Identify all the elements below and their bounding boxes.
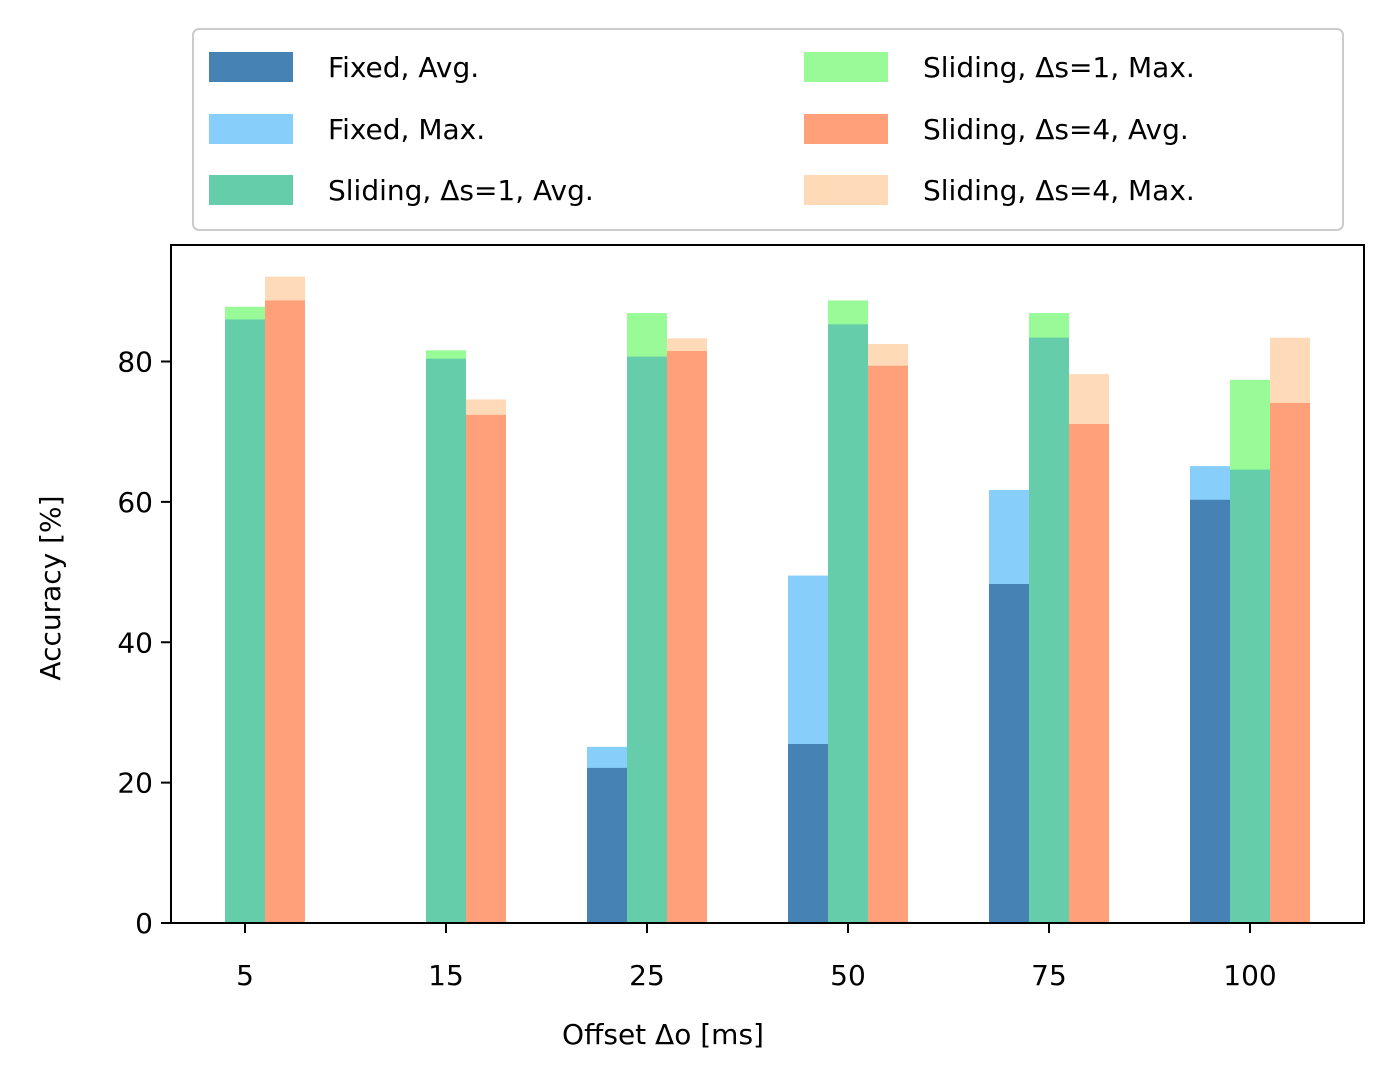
bar-avg	[868, 365, 908, 924]
bar-avg	[828, 324, 868, 923]
legend-label: Sliding, Δs=1, Max.	[923, 51, 1195, 84]
legend-swatch	[209, 175, 293, 205]
bar-avg	[1190, 499, 1230, 923]
x-tick-label: 15	[428, 959, 464, 992]
y-tick-label: 60	[117, 486, 153, 519]
bar-avg	[466, 414, 506, 923]
plot-area-frame	[170, 244, 1365, 924]
x-tick-label: 5	[236, 959, 254, 992]
y-tick-label: 40	[117, 626, 153, 659]
legend-label: Sliding, Δs=1, Avg.	[328, 174, 594, 207]
legend-swatch	[209, 52, 293, 82]
bar-avg	[1069, 423, 1109, 923]
y-axis: 0 20 40 60 80	[117, 346, 171, 940]
bar-avg	[627, 356, 667, 923]
legend-label: Sliding, Δs=4, Max.	[923, 174, 1195, 207]
bar-avg	[788, 744, 828, 923]
legend-label: Sliding, Δs=4, Avg.	[923, 113, 1189, 146]
bar-avg	[225, 319, 265, 923]
bar-avg	[1230, 469, 1270, 923]
legend: Fixed, Avg. Fixed, Max. Sliding, Δs=1, Avg…	[192, 28, 1344, 231]
y-tick-label: 0	[135, 907, 153, 940]
legend-label: Fixed, Avg.	[328, 51, 479, 84]
legend-swatch	[804, 114, 888, 144]
bar-avg	[426, 358, 466, 923]
y-axis-label: Accuracy [%]	[34, 495, 67, 680]
x-tick-label: 25	[629, 959, 665, 992]
bar-avg	[265, 300, 305, 923]
bar-avg	[667, 350, 707, 924]
legend-swatch	[209, 114, 293, 144]
legend-frame	[192, 28, 1344, 231]
legend-label: Fixed, Max.	[328, 113, 485, 146]
y-tick-label: 80	[117, 346, 153, 379]
bar-avg	[587, 767, 627, 923]
bar-avg	[1029, 337, 1069, 923]
legend-swatch	[804, 175, 888, 205]
bar-avg	[1270, 402, 1310, 923]
x-tick-label: 75	[1031, 959, 1067, 992]
legend-swatch	[804, 52, 888, 82]
y-tick-label: 20	[117, 767, 153, 800]
x-tick-label: 100	[1223, 959, 1276, 992]
x-axis-label: Offset Δo [ms]	[562, 1018, 764, 1051]
bars	[225, 276, 1310, 924]
bar-avg	[989, 584, 1029, 923]
x-tick-label: 50	[830, 959, 866, 992]
x-axis: 5 15 25 50 75 100	[236, 923, 1277, 992]
